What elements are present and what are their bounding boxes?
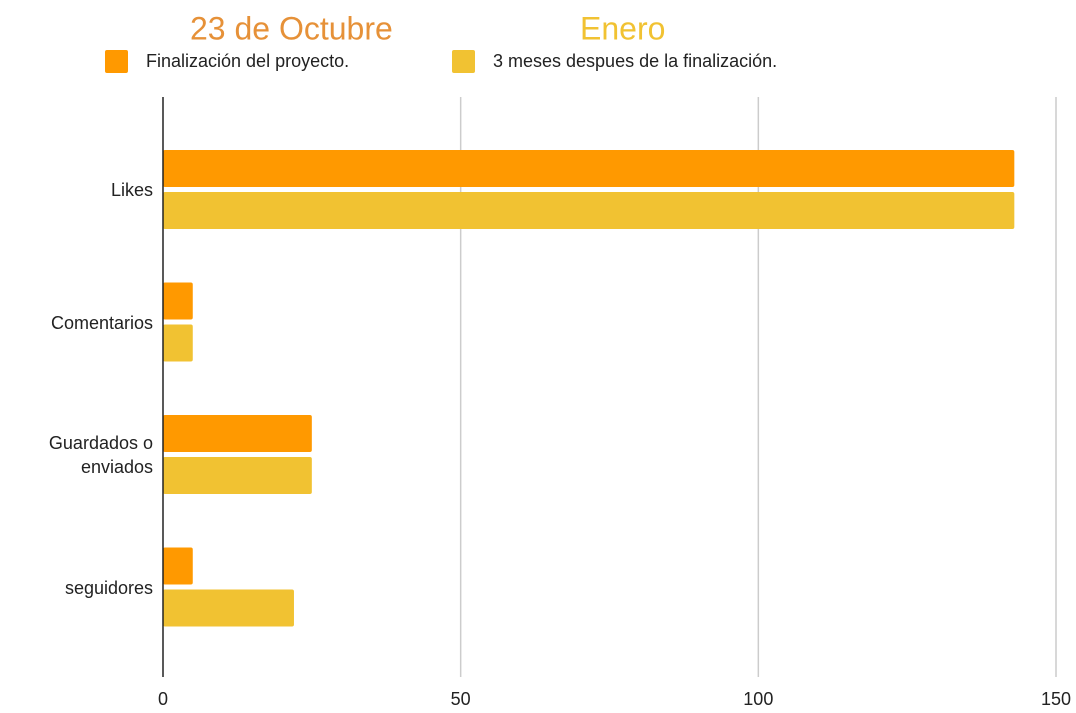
legend-swatch	[452, 50, 475, 73]
x-tick-label: 50	[451, 689, 471, 709]
legend-label: 3 meses despues de la finalización.	[493, 51, 777, 71]
y-tick-label: Likes	[110, 180, 153, 200]
annotation: 23 de Octubre	[190, 10, 393, 46]
x-tick-label: 100	[743, 689, 773, 709]
bar	[163, 457, 312, 494]
bar	[163, 324, 193, 362]
y-tick-label: Comentarios	[50, 312, 153, 333]
x-tick-label: 0	[158, 689, 168, 709]
bar	[163, 192, 1015, 229]
legend-swatch	[105, 50, 128, 73]
y-tick-label: seguidores	[64, 577, 153, 598]
bar	[163, 150, 1015, 187]
bar	[163, 589, 294, 627]
bar	[163, 415, 312, 452]
bar	[163, 282, 193, 320]
y-tick-label: Guardados o enviados	[48, 433, 153, 477]
x-tick-label: 150	[1041, 689, 1071, 709]
legend-label: Finalización del proyecto.	[146, 51, 349, 71]
bar	[163, 547, 193, 585]
annotation: Enero	[580, 10, 665, 46]
